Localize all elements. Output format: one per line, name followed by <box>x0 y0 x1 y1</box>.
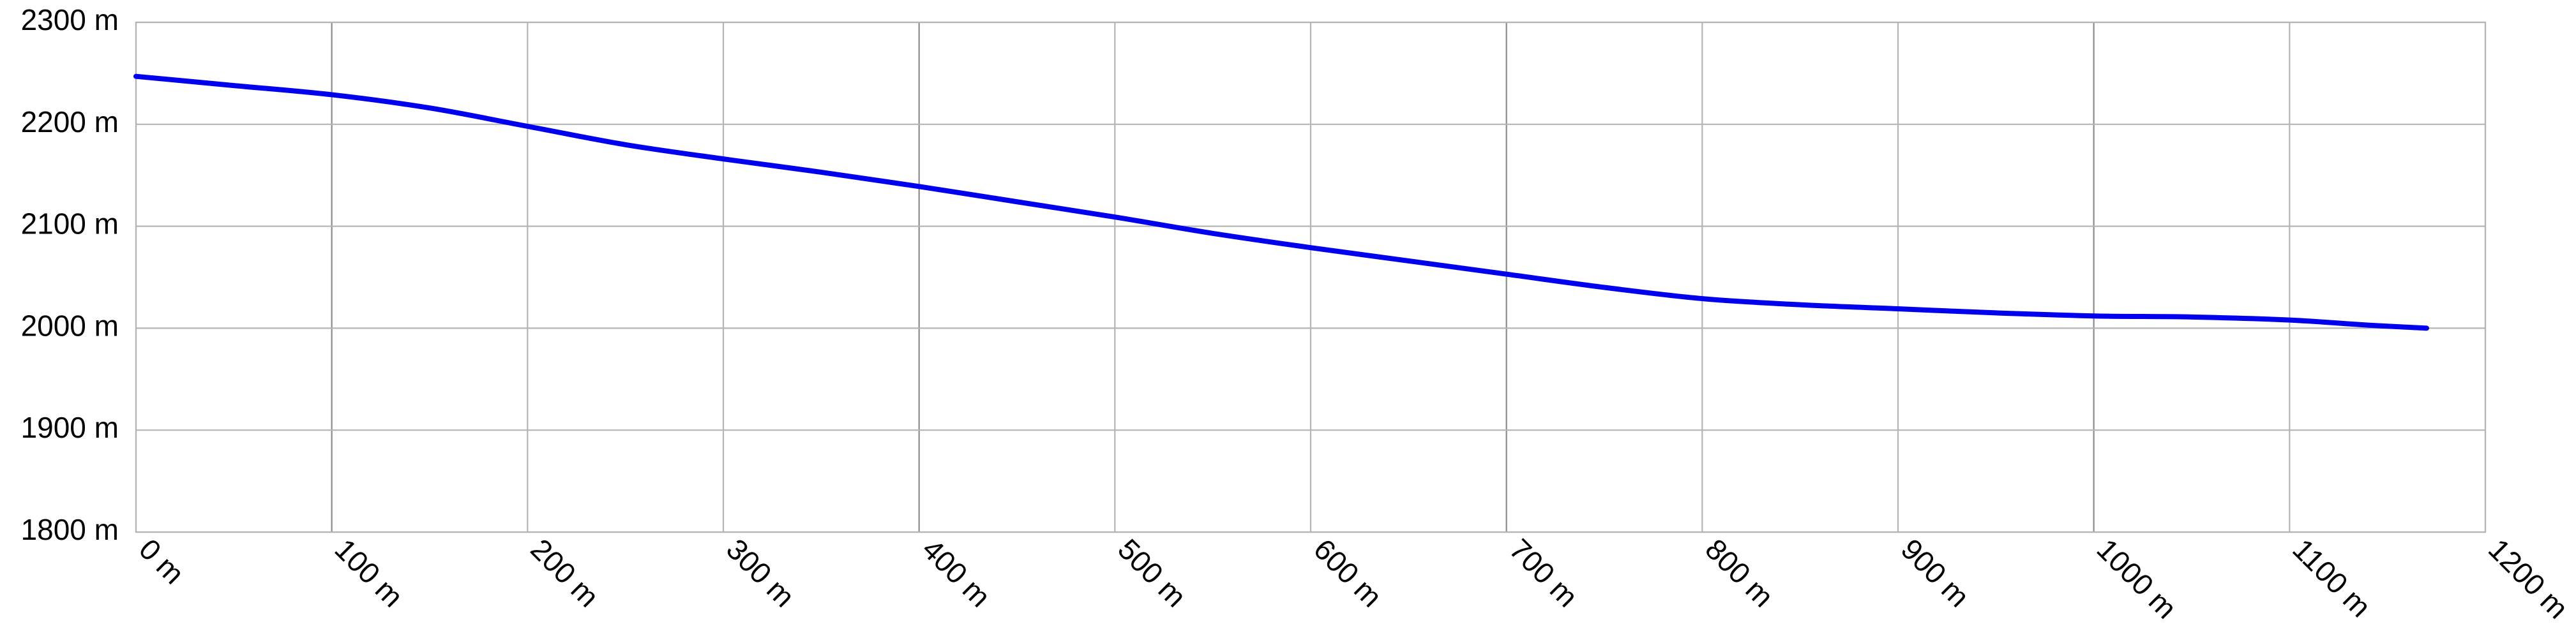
x-tick-label: 1200 m <box>2482 532 2575 625</box>
x-tick-label: 800 m <box>1699 532 1780 613</box>
plot-border <box>135 21 2487 533</box>
x-tick-label: 400 m <box>916 532 997 613</box>
x-tick-label: 900 m <box>1895 532 1976 613</box>
x-tick-labels: 0 m 100 m 200 m 300 m 400 m 500 m 600 m 700 m 80… <box>133 532 2575 625</box>
x-tick-label: 1000 m <box>2091 532 2183 625</box>
y-tick-label: 1900 m <box>21 411 119 444</box>
y-tick-label: 2100 m <box>21 207 119 241</box>
x-tick-label: 0 m <box>133 532 191 590</box>
elevation-series-line <box>133 73 2429 331</box>
x-tick-label: 1100 m <box>2286 532 2377 623</box>
x-tick-label: 100 m <box>329 532 410 613</box>
y-tick-label: 1800 m <box>21 513 119 546</box>
x-tick-label: 700 m <box>1503 532 1585 613</box>
axes <box>135 21 2487 533</box>
x-tick-label: 500 m <box>1111 532 1193 613</box>
series <box>133 73 2429 331</box>
y-tick-labels: 1800 m 1900 m 2000 m 2100 m 2200 m 2300 m <box>21 3 119 546</box>
x-tick-label: 200 m <box>524 532 605 613</box>
grid <box>135 21 2487 533</box>
x-tick-label: 300 m <box>720 532 801 613</box>
x-tick-label: 600 m <box>1307 532 1389 613</box>
y-tick-label: 2000 m <box>21 309 119 342</box>
y-tick-label: 2300 m <box>21 3 119 36</box>
y-tick-label: 2200 m <box>21 105 119 138</box>
